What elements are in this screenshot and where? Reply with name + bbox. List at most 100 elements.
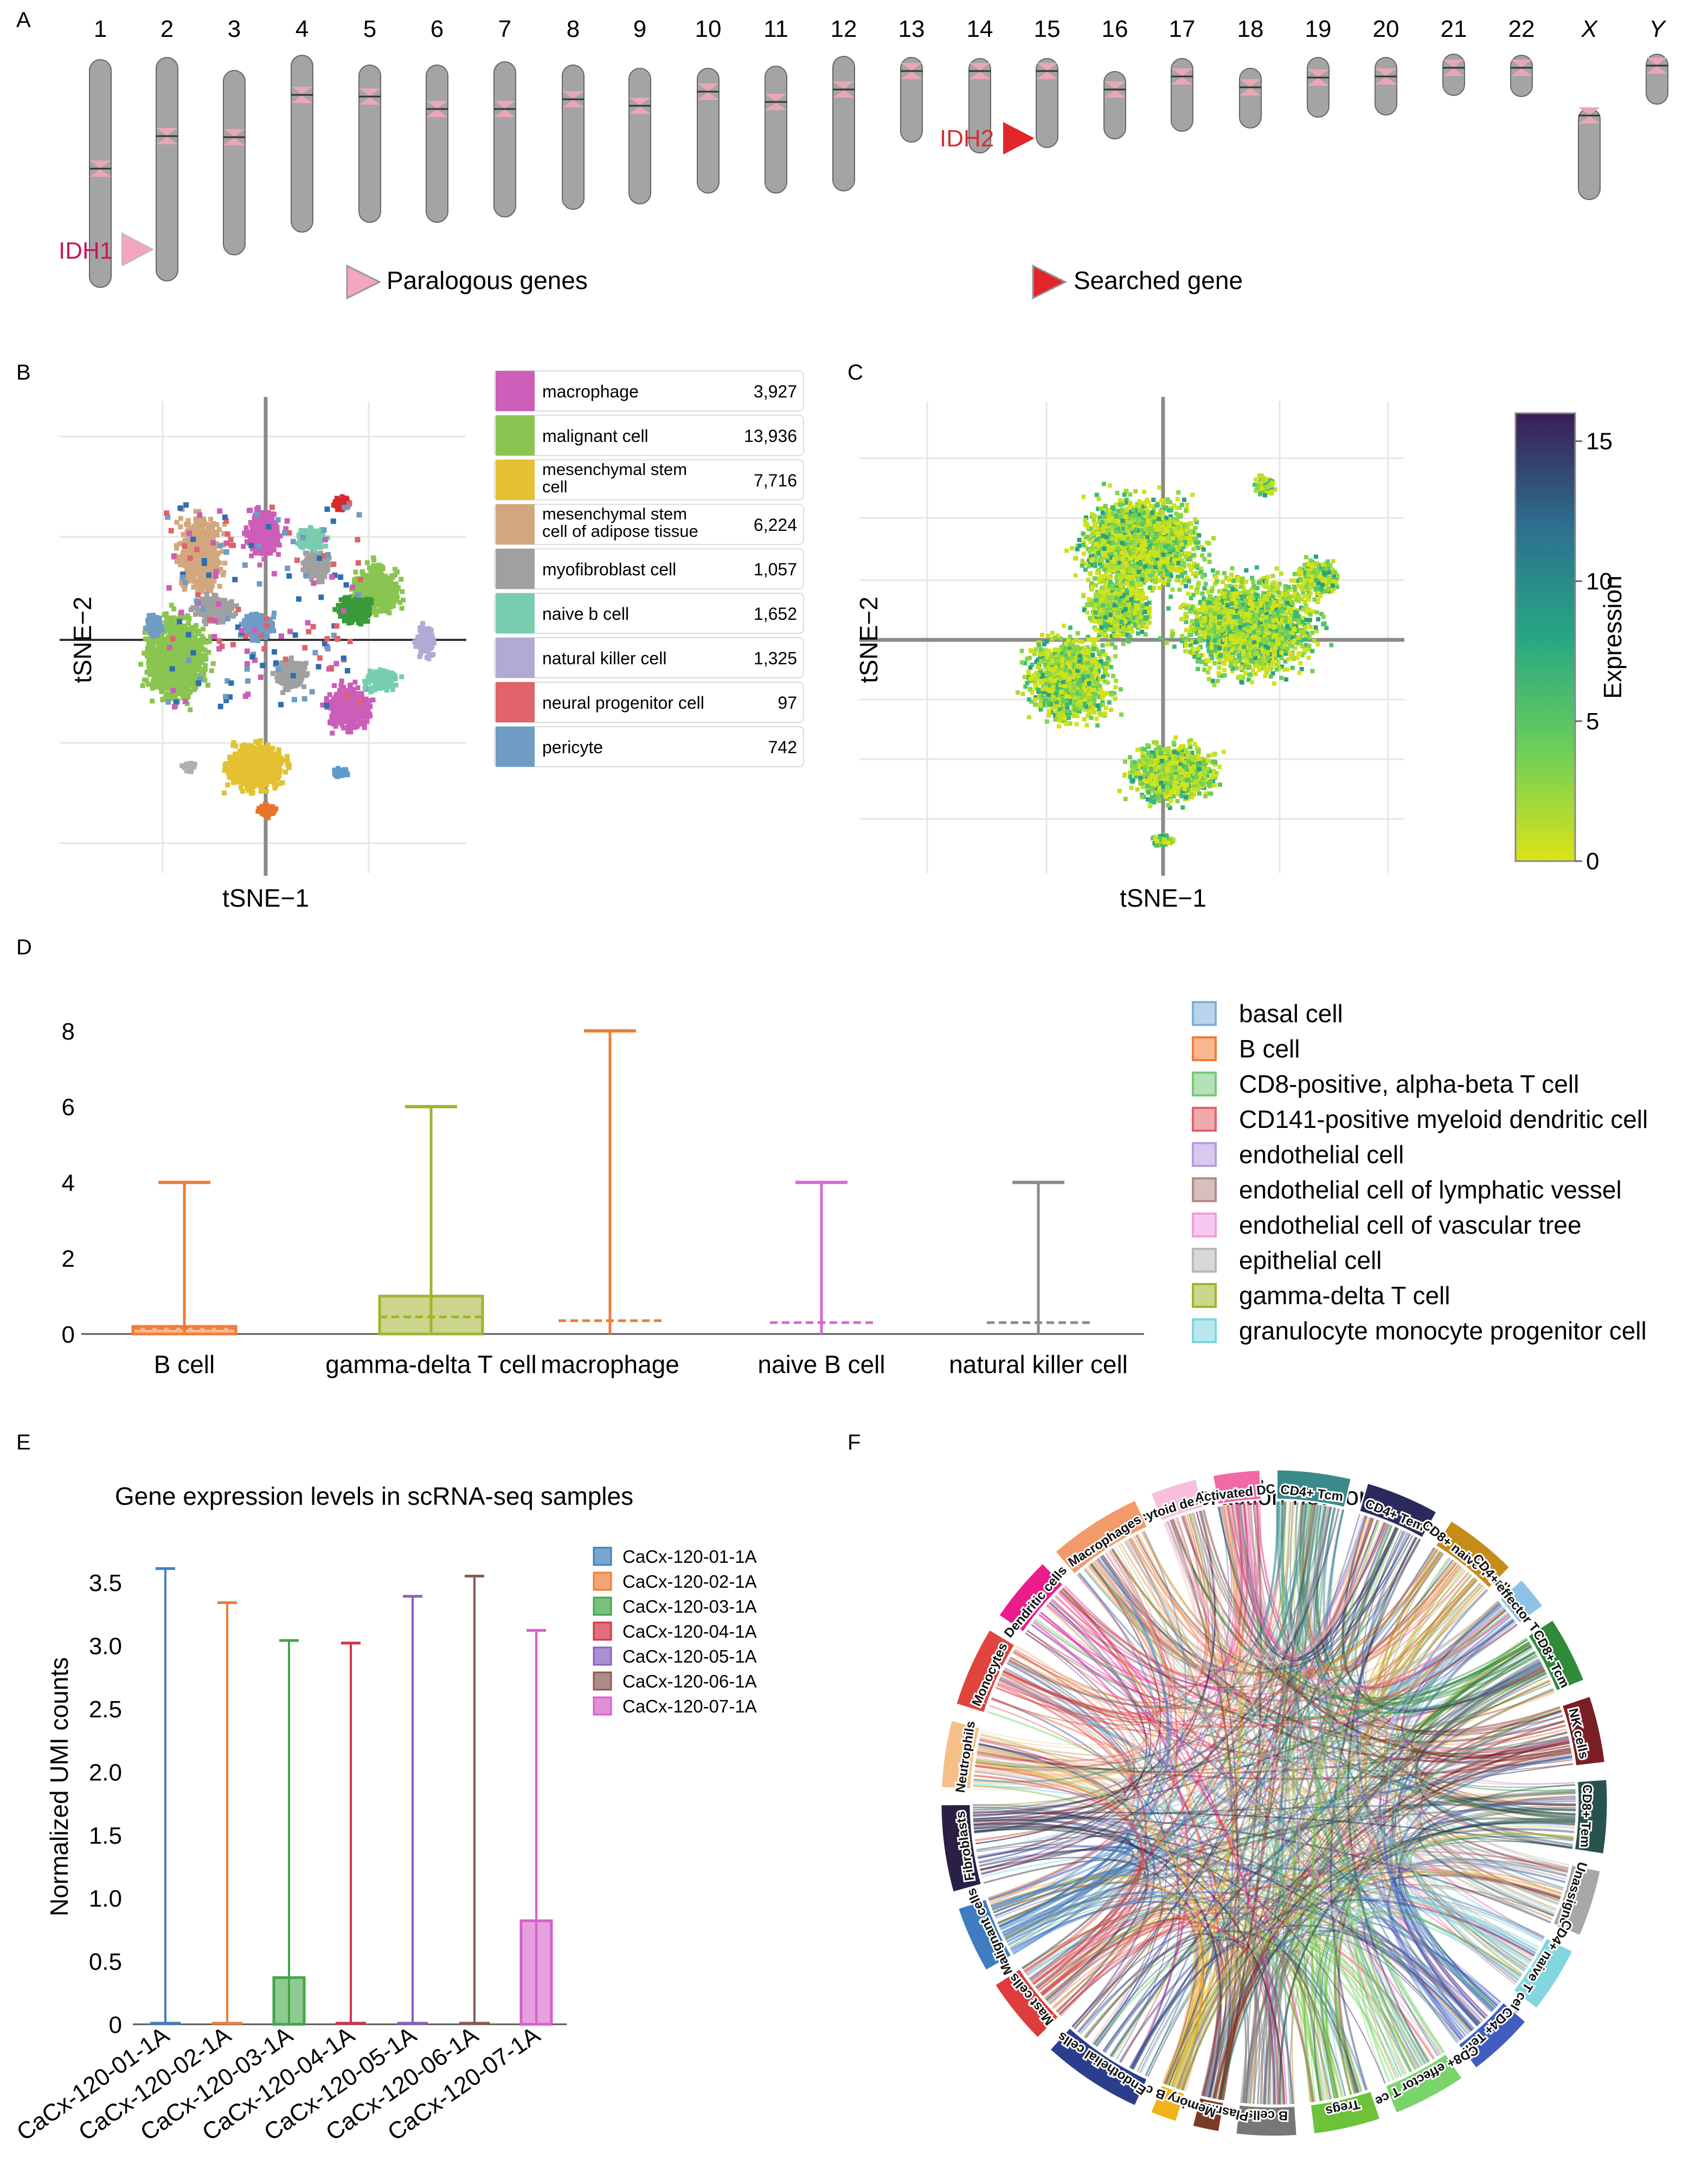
scatter-point xyxy=(360,614,365,619)
scatter-point xyxy=(359,602,364,607)
chromosome-label: 5 xyxy=(363,16,376,42)
scatter-point xyxy=(158,658,163,663)
scatter-point xyxy=(278,769,282,774)
scatter-point xyxy=(261,557,266,562)
scatter-point xyxy=(356,582,361,587)
scatter-point xyxy=(256,752,261,757)
scatter-point xyxy=(363,619,368,624)
scatter-point xyxy=(344,603,349,608)
chromosome-12 xyxy=(833,56,855,191)
scatter-point xyxy=(195,529,200,534)
chromosome-8 xyxy=(562,65,584,209)
scatter-point xyxy=(153,654,158,659)
scatter-point xyxy=(386,605,390,610)
scatter-point xyxy=(194,580,199,585)
scatter-point xyxy=(221,605,226,610)
scatter-point xyxy=(262,537,267,542)
scatter-point xyxy=(250,758,255,763)
scatter-point xyxy=(298,675,303,679)
scatter-point xyxy=(270,772,275,777)
scatter-point xyxy=(337,720,342,725)
scatter-point xyxy=(201,646,206,651)
scatter-point xyxy=(206,683,210,688)
scatter-point xyxy=(253,535,258,540)
scatter-point xyxy=(274,783,279,788)
panel-letter-a: A xyxy=(16,8,31,32)
scatter-point xyxy=(381,608,386,613)
scatter-point xyxy=(343,618,348,623)
scatter-point xyxy=(144,678,149,683)
scatter-point xyxy=(248,508,253,512)
chromosome-label: 2 xyxy=(160,16,174,42)
scatter-point xyxy=(162,682,167,687)
scatter-point xyxy=(146,682,151,687)
scatter-point xyxy=(279,761,284,766)
scatter-point xyxy=(354,713,359,717)
scatter-point xyxy=(296,682,301,687)
scatter-point xyxy=(240,789,245,794)
scatter-point xyxy=(185,615,190,620)
scatter-point xyxy=(303,665,307,670)
scatter-point xyxy=(198,642,203,646)
scatter-point xyxy=(185,563,190,568)
scatter-point xyxy=(332,683,337,688)
chromosome-label: 11 xyxy=(763,16,788,42)
scatter-point xyxy=(330,730,335,735)
paralogous-legend-label: Paralogous genes xyxy=(387,266,588,294)
scatter-point xyxy=(268,538,273,543)
scatter-point xyxy=(338,703,343,708)
chromosome-label: 1 xyxy=(94,16,107,42)
scatter-point xyxy=(369,598,374,602)
scatter-point xyxy=(264,782,268,787)
chromosome-3 xyxy=(223,70,245,255)
scatter-point xyxy=(227,608,232,613)
scatter-point xyxy=(366,610,371,615)
scatter-point xyxy=(160,697,165,702)
scatter-point xyxy=(349,700,354,705)
scatter-point xyxy=(209,668,214,673)
scatter-point xyxy=(172,681,177,685)
scatter-point xyxy=(363,714,368,719)
chromosome-label: 4 xyxy=(296,16,309,42)
chromosome-label: 7 xyxy=(498,16,511,42)
searched-legend-label: Searched gene xyxy=(1074,266,1243,294)
scatter-point xyxy=(194,656,198,661)
scatter-point xyxy=(294,663,299,668)
scatter-point xyxy=(244,528,249,533)
scatter-point xyxy=(193,662,198,666)
scatter-point xyxy=(183,557,188,562)
panel-letter-e: E xyxy=(16,1431,31,1454)
scatter-point xyxy=(255,783,260,788)
scatter-point xyxy=(234,764,239,768)
scatter-point xyxy=(174,546,179,550)
scatter-point xyxy=(189,607,194,612)
scatter-point xyxy=(242,746,247,751)
scatter-point xyxy=(192,524,197,529)
scatter-point xyxy=(222,791,227,796)
karyotype-legend: Paralogous genes Searched gene xyxy=(347,266,1243,298)
scatter-point xyxy=(245,750,249,755)
scatter-point xyxy=(241,544,246,549)
scatter-point xyxy=(275,537,280,542)
scatter-point xyxy=(250,777,255,781)
scatter-point xyxy=(249,554,254,559)
scatter-point xyxy=(394,598,399,603)
scatter-point xyxy=(260,759,265,764)
scatter-point xyxy=(362,725,367,730)
chromosome-18 xyxy=(1240,68,1261,128)
chromosome-label: 3 xyxy=(228,16,241,42)
scatter-point xyxy=(153,683,158,688)
scatter-point xyxy=(339,678,344,683)
scatter-point xyxy=(237,749,242,754)
scatter-point xyxy=(221,573,226,578)
scatter-point xyxy=(147,658,152,663)
chromosome-label: 10 xyxy=(695,16,722,42)
chromosome-label: 12 xyxy=(831,16,857,42)
scatter-point xyxy=(352,605,357,610)
scatter-point xyxy=(352,680,357,685)
scatter-point xyxy=(337,716,342,721)
scatter-point xyxy=(342,719,346,724)
scatter-point xyxy=(259,789,264,794)
scatter-point xyxy=(204,640,209,645)
